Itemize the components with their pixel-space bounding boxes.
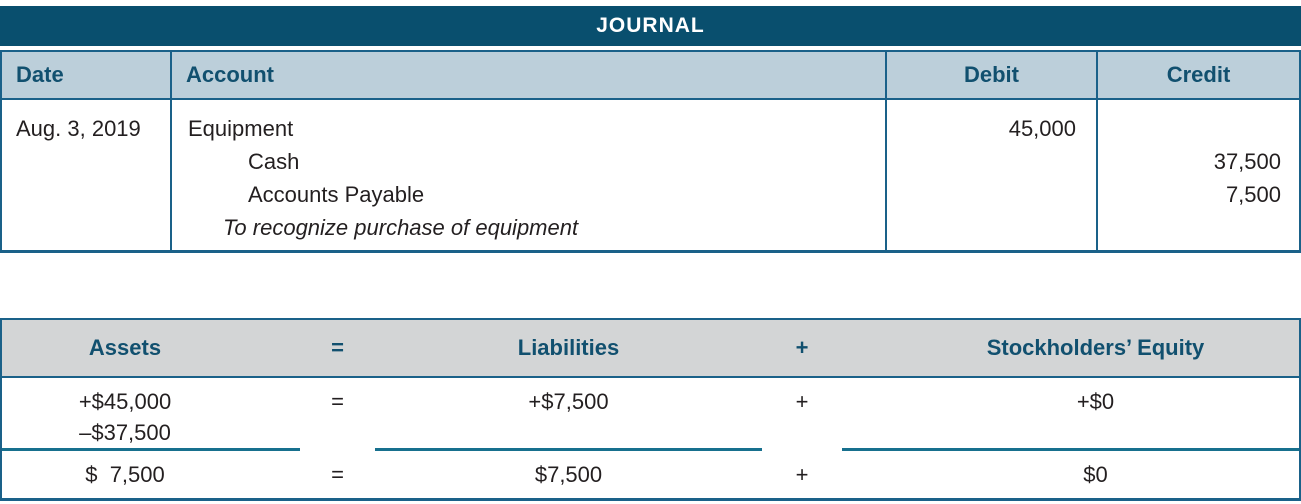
assets-change-increase: +$45,000 xyxy=(78,389,172,414)
journal-credit-cell: 37,500 7,500 xyxy=(1098,100,1299,250)
account-line-equipment: Equipment xyxy=(188,116,294,141)
entry-date: Aug. 3, 2019 xyxy=(16,116,141,141)
equals-sign: = xyxy=(331,389,344,414)
equation-header-row: Assets = Liabilities + Stockholders’ Equ… xyxy=(2,320,1299,378)
journal-header-date: Date xyxy=(2,52,172,100)
credit-spacer-line xyxy=(1098,112,1299,145)
equation-header-equals: = xyxy=(331,335,344,360)
assets-subtotal-rule xyxy=(2,448,300,452)
totals-plus-sign: + xyxy=(795,462,809,487)
journal-title: JOURNAL xyxy=(596,14,705,37)
journal-date-cell: Aug. 3, 2019 xyxy=(2,100,172,250)
assets-changes: +$45,000 –$37,500 xyxy=(2,386,300,448)
totals-equals-sign: = xyxy=(331,462,344,487)
journal-debit-cell: 45,000 xyxy=(887,100,1098,250)
assets-total: $ 7,500 xyxy=(85,462,165,487)
equity-change: +$0 xyxy=(1076,389,1115,414)
entry-memo-note: To recognize purchase of equipment xyxy=(223,215,579,240)
credit-amount-accounts-payable: 7,500 xyxy=(1225,182,1281,207)
liabilities-subtotal-rule xyxy=(375,448,762,452)
journal-table: JOURNAL Date Account Debit Credit Aug. 3… xyxy=(0,6,1301,253)
equation-header-plus: + xyxy=(795,335,809,360)
equity-subtotal-rule xyxy=(842,448,1299,452)
equation-header-liabilities: Liabilities xyxy=(517,335,620,360)
plus-sign: + xyxy=(795,389,809,414)
equation-header-equity: Stockholders’ Equity xyxy=(986,335,1205,360)
journal-header-debit: Debit xyxy=(887,52,1098,100)
account-line-accounts-payable: Accounts Payable xyxy=(248,182,425,207)
journal-title-bar: JOURNAL xyxy=(0,6,1301,46)
debit-amount-equipment: 45,000 xyxy=(1008,116,1076,141)
liabilities-change: +$7,500 xyxy=(528,389,609,414)
equation-totals-row: $ 7,500 = $7,500 + $0 xyxy=(2,452,1299,498)
accounting-equation-table: Assets = Liabilities + Stockholders’ Equ… xyxy=(0,318,1301,501)
equation-header-assets: Assets xyxy=(88,335,162,360)
journal-grid: Date Account Debit Credit Aug. 3, 2019 E… xyxy=(0,50,1301,253)
credit-amount-cash: 37,500 xyxy=(1213,149,1281,174)
journal-header-credit: Credit xyxy=(1098,52,1299,100)
equation-changes-row: +$45,000 –$37,500 = +$7,500 + +$0 xyxy=(2,378,1299,448)
account-line-cash: Cash xyxy=(248,149,300,174)
liabilities-total: $7,500 xyxy=(534,462,603,487)
equity-total: $0 xyxy=(1083,462,1108,487)
journal-header-account: Account xyxy=(172,52,887,100)
assets-change-decrease: –$37,500 xyxy=(79,420,171,445)
journal-account-cell: Equipment Cash Accounts Payable To recog… xyxy=(172,100,887,250)
subtotal-rules-row xyxy=(2,448,1299,452)
